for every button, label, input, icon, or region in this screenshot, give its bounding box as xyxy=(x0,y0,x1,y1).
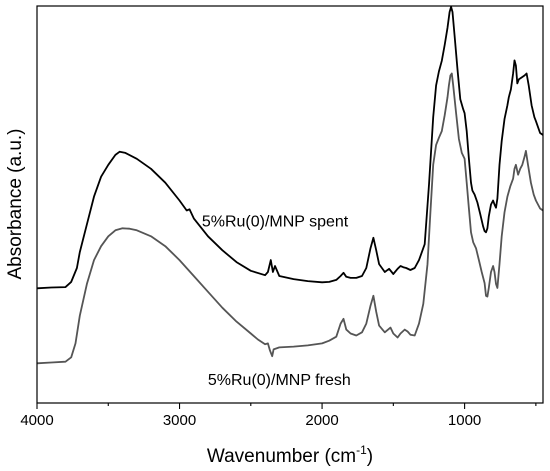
series-line-spent xyxy=(36,5,544,290)
annotation-spent: 5%Ru(0)/MNP spent xyxy=(202,213,349,230)
x-tick-label: 4000 xyxy=(20,412,53,429)
y-axis-title: Absorbance (a.u.) xyxy=(5,128,26,279)
x-tick-label: 1000 xyxy=(448,412,481,429)
x-ticks: 4000 3000 2000 1000 xyxy=(20,403,537,429)
series-layer xyxy=(36,5,544,365)
series-line-fresh xyxy=(36,72,544,365)
annotations: 5%Ru(0)/MNP spent 5%Ru(0)/MNP fresh xyxy=(202,213,351,389)
x-axis-title: Wavenumber (cm-1) xyxy=(207,443,373,467)
x-tick-label: 3000 xyxy=(163,412,196,429)
plot-frame xyxy=(36,5,544,404)
x-axis-title-superscript: -1 xyxy=(356,443,367,457)
x-tick-label: 2000 xyxy=(305,412,338,429)
x-axis-title-main: Wavenumber (cm xyxy=(207,446,356,467)
x-axis-title-close: ) xyxy=(367,446,373,467)
annotation-fresh: 5%Ru(0)/MNP fresh xyxy=(208,372,351,389)
